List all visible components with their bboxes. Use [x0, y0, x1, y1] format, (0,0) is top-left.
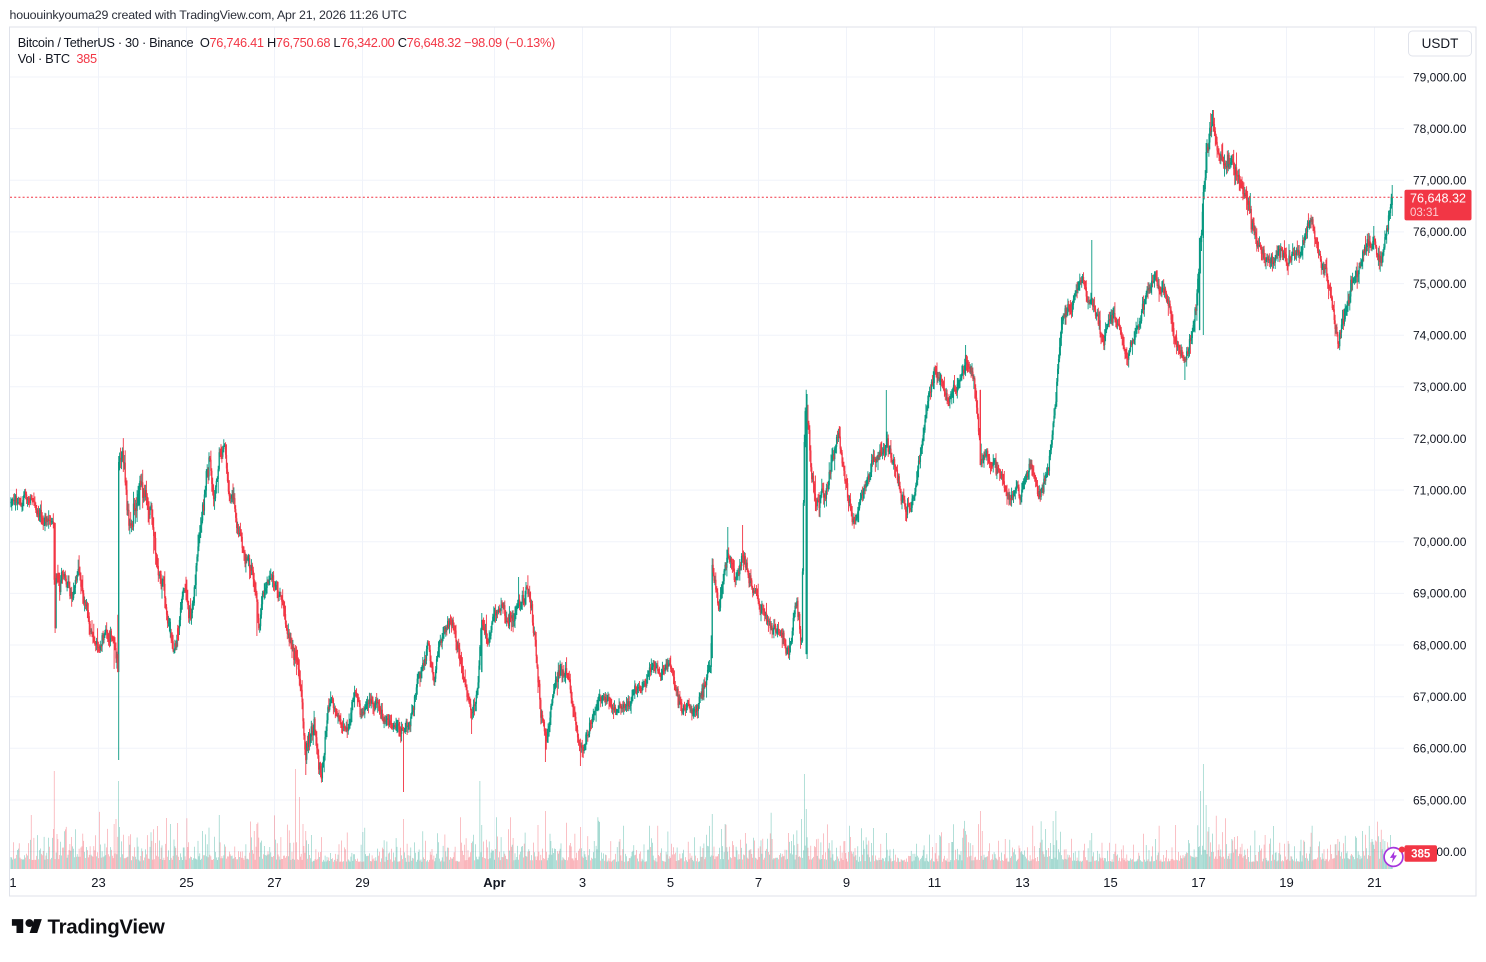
svg-text:17: 17	[1191, 875, 1205, 890]
svg-text:13: 13	[1015, 875, 1029, 890]
svg-text:65,000.00: 65,000.00	[1413, 793, 1467, 807]
svg-text:Vol · BTC 385: Vol · BTC 385	[18, 51, 97, 66]
svg-text:25: 25	[179, 875, 193, 890]
svg-text:66,000.00: 66,000.00	[1413, 742, 1467, 756]
svg-text:TradingView: TradingView	[48, 916, 165, 939]
svg-text:15: 15	[1103, 875, 1117, 890]
svg-text:21: 21	[1367, 875, 1381, 890]
svg-text:19: 19	[1279, 875, 1293, 890]
svg-text:5: 5	[667, 875, 674, 890]
svg-text:71,000.00: 71,000.00	[1413, 483, 1467, 497]
svg-text:72,000.00: 72,000.00	[1413, 432, 1467, 446]
svg-text:Apr: Apr	[483, 875, 505, 890]
svg-text:70,000.00: 70,000.00	[1413, 535, 1467, 549]
svg-text:74,000.00: 74,000.00	[1413, 329, 1467, 343]
svg-text:9: 9	[843, 875, 850, 890]
svg-text:68,000.00: 68,000.00	[1413, 638, 1467, 652]
svg-text:23: 23	[91, 875, 105, 890]
svg-text:11: 11	[928, 875, 942, 890]
svg-text:73,000.00: 73,000.00	[1413, 380, 1467, 394]
svg-text:79,000.00: 79,000.00	[1413, 70, 1467, 84]
svg-text:69,000.00: 69,000.00	[1413, 587, 1467, 601]
svg-text:3: 3	[579, 875, 586, 890]
svg-text:76,000.00: 76,000.00	[1413, 225, 1467, 239]
svg-text:67,000.00: 67,000.00	[1413, 690, 1467, 704]
svg-text:385: 385	[1411, 849, 1431, 861]
svg-text:03:31: 03:31	[1410, 207, 1439, 219]
svg-text:75,000.00: 75,000.00	[1413, 277, 1467, 291]
svg-text:USDT: USDT	[1422, 36, 1459, 51]
svg-text:7: 7	[755, 875, 762, 890]
svg-text:78,000.00: 78,000.00	[1413, 122, 1467, 136]
svg-text:1: 1	[9, 875, 16, 890]
svg-text:77,000.00: 77,000.00	[1413, 174, 1467, 188]
svg-text:29: 29	[355, 875, 369, 890]
svg-text:Bitcoin / TetherUS · 30 · Bina: Bitcoin / TetherUS · 30 · Binance O76,74…	[18, 35, 555, 50]
svg-text:76,648.32: 76,648.32	[1410, 192, 1466, 206]
svg-text:27: 27	[267, 875, 281, 890]
svg-text:hououinkyouma29 created with T: hououinkyouma29 created with TradingView…	[10, 8, 407, 22]
